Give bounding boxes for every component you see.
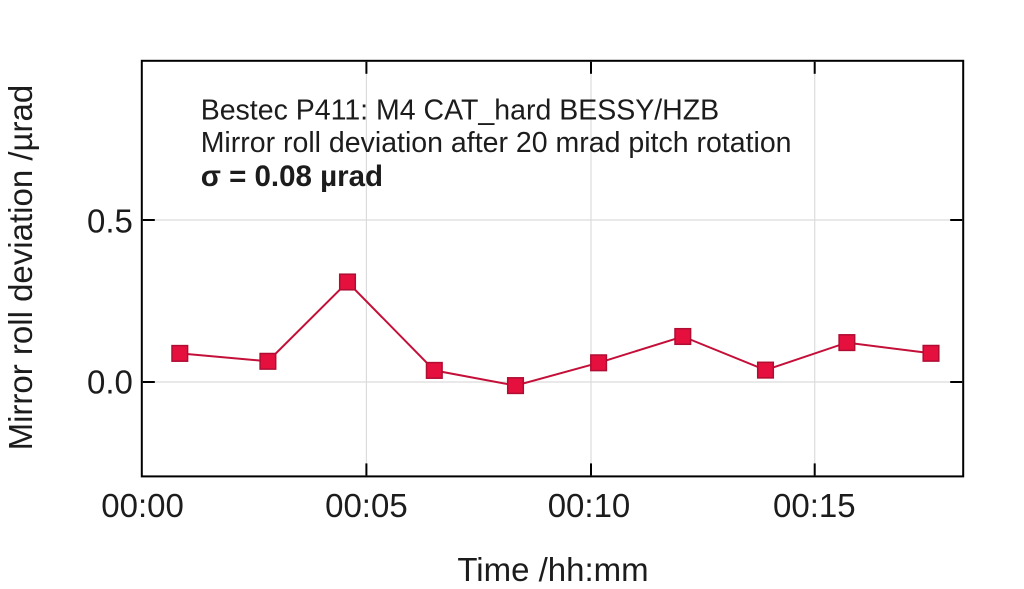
svg-text:Mirror roll deviation /µrad: Mirror roll deviation /µrad xyxy=(2,85,39,451)
svg-text:00:10: 00:10 xyxy=(548,487,631,524)
svg-text:00:15: 00:15 xyxy=(773,487,856,524)
svg-text:00:00: 00:00 xyxy=(101,487,184,524)
svg-text:Time /hh:mm: Time /hh:mm xyxy=(457,551,648,588)
svg-text:00:05: 00:05 xyxy=(325,487,408,524)
svg-text:σ = 0.08 µrad: σ = 0.08 µrad xyxy=(201,160,383,193)
svg-text:0.5: 0.5 xyxy=(87,203,133,240)
svg-text:Bestec P411: M4 CAT_hard BESSY: Bestec P411: M4 CAT_hard BESSY/HZB xyxy=(201,94,720,126)
svg-text:0.0: 0.0 xyxy=(87,364,133,401)
svg-text:Mirror roll deviation after 20: Mirror roll deviation after 20 mrad pitc… xyxy=(201,127,792,159)
